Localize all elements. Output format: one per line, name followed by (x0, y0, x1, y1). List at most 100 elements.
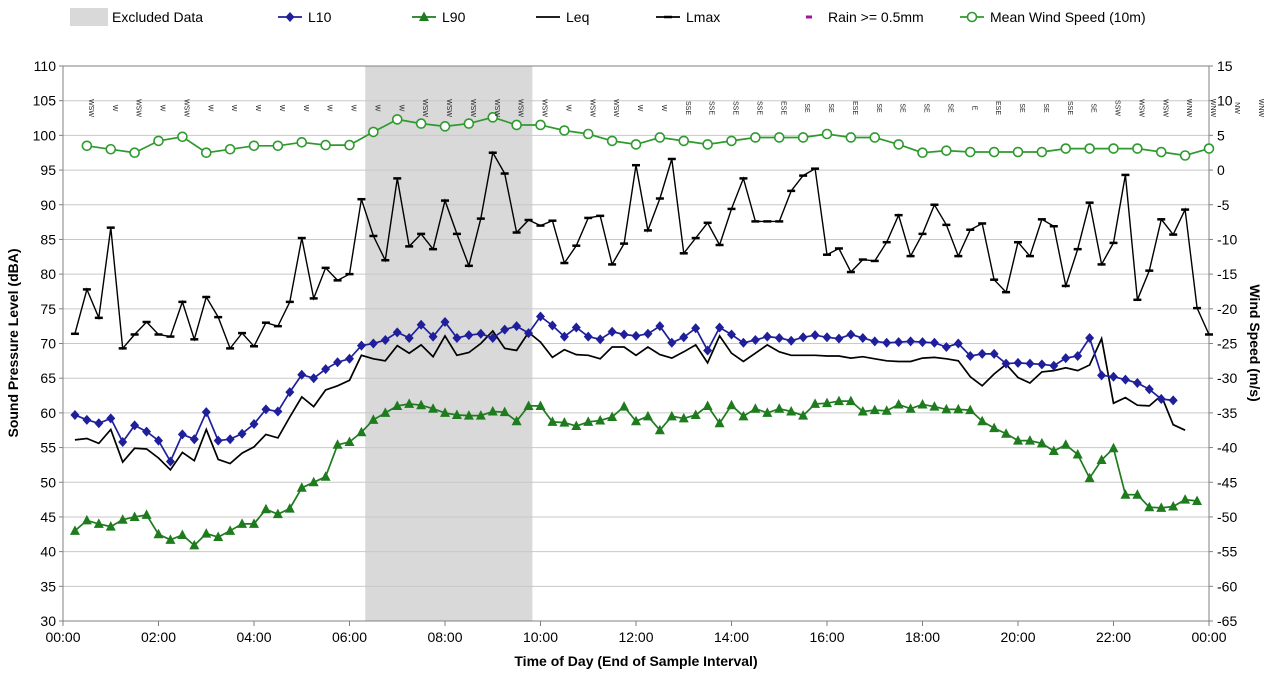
l90-point (272, 508, 283, 519)
wind-direction-label: E (970, 106, 977, 111)
l10-point (440, 316, 450, 327)
l90-point (1013, 435, 1023, 445)
wind-direction-label: W (350, 105, 357, 112)
wind-direction-label: WNW (1209, 99, 1216, 118)
y2-tick-label: 5 (1217, 127, 1225, 143)
l90-point (857, 405, 868, 416)
l90-point (428, 403, 439, 413)
l90-point (1168, 501, 1179, 511)
legend-label: Leq (566, 9, 589, 25)
l10-point (607, 326, 617, 337)
l10-point (953, 338, 963, 349)
y2-tick-label: -20 (1217, 301, 1237, 317)
wind-direction-label: W (206, 105, 213, 112)
l90-point (1072, 449, 1083, 459)
l10-point (810, 330, 820, 341)
l90-point (762, 407, 773, 417)
l10-point (583, 331, 593, 342)
l90-point (117, 514, 128, 524)
l90-point (1001, 428, 1012, 438)
y-tick-label: 45 (40, 509, 56, 525)
wind-direction-label: NW (1233, 102, 1240, 114)
l10-point (106, 413, 116, 424)
y2-tick-label: -60 (1217, 578, 1237, 594)
l90-point (1192, 495, 1203, 505)
mean-wind-speed-10m-point (964, 146, 976, 158)
l90-point (320, 471, 331, 481)
l90-point (833, 395, 844, 406)
wind-direction-label: WSW (182, 99, 189, 117)
wind-direction-label: SSW (1114, 100, 1121, 116)
l10-point (416, 319, 426, 330)
wind-direction-label: WSW (87, 99, 94, 117)
l90-point (881, 405, 892, 415)
x-tick-label: 00:00 (45, 629, 80, 645)
mean-wind-speed-10m-point (1012, 146, 1024, 158)
x-axis-label: Time of Day (End of Sample Interval) (514, 653, 757, 669)
l10-point (1049, 360, 1059, 371)
wind-direction-label: W (111, 105, 118, 112)
mean-wind-speed-10m-point (344, 139, 355, 151)
l90-point (105, 521, 116, 531)
l10-point (834, 333, 844, 344)
wind-direction-label: SE (899, 103, 906, 113)
mean-wind-speed-10m-point (1060, 143, 1072, 154)
wind-direction-label: SE (1090, 103, 1097, 113)
mean-wind-speed-10m-point (821, 128, 833, 140)
wind-direction-label: SE (923, 103, 930, 113)
y-tick-label: 85 (40, 231, 56, 247)
l10-point (70, 409, 80, 420)
l90-point (344, 436, 355, 447)
l10-point (333, 357, 343, 368)
l10-point (213, 435, 223, 446)
mean-wind-speed-10m-point (582, 128, 594, 140)
l90-point (559, 417, 570, 427)
wind-direction-label: W (660, 105, 667, 112)
l90-point (440, 407, 450, 417)
l10-point (345, 353, 354, 364)
l10-point (727, 329, 736, 340)
l90-point (965, 404, 976, 415)
x-tick-label: 10:00 (523, 629, 558, 645)
mean-wind-speed-10m-point (988, 146, 1000, 158)
legend-item-l10: L10 (278, 9, 332, 25)
l10-point (82, 414, 92, 425)
y2-tick-label: 10 (1217, 93, 1233, 109)
mean-wind-speed-10m-point (320, 139, 331, 151)
wind-direction-label: WSW (493, 99, 500, 117)
legend-item-rain-0-5mm: Rain >= 0.5mm (806, 9, 924, 25)
l90-point (953, 403, 964, 414)
l10-point (619, 329, 629, 340)
l10-point (989, 348, 999, 359)
l90-point (893, 399, 904, 409)
wind-direction-label: WSW (1137, 99, 1144, 117)
l90-point (547, 416, 558, 426)
leq-line (74, 329, 1186, 472)
l10-point (1156, 394, 1166, 404)
l90-point (690, 409, 701, 419)
x-tick-label: 02:00 (141, 629, 176, 645)
l90-point (1180, 494, 1191, 504)
l90-point (225, 525, 236, 535)
legend-item-lmax: Lmax (656, 9, 720, 25)
l90-point (260, 503, 271, 514)
y2-tick-label: 0 (1217, 162, 1225, 178)
l90-point (237, 518, 248, 528)
mean-wind-speed-10m-point (153, 135, 164, 147)
x-tick-label: 06:00 (332, 629, 367, 645)
l10-point (750, 335, 760, 346)
wind-direction-label: WNW (1257, 99, 1264, 118)
mean-wind-speed-10m-point (559, 125, 570, 136)
l10-point (476, 328, 486, 339)
l90-point (189, 539, 200, 550)
mean-wind-speed-10m-point (415, 118, 427, 129)
l10-point (929, 337, 939, 348)
legend-label: Lmax (686, 9, 720, 25)
y2-tick-label: -50 (1217, 509, 1237, 525)
l10-point (1073, 350, 1083, 361)
l10-point (595, 334, 605, 345)
l10-point (762, 331, 772, 342)
l90-point (619, 401, 630, 411)
y-tick-label: 95 (40, 162, 56, 178)
l90-point (654, 424, 665, 435)
